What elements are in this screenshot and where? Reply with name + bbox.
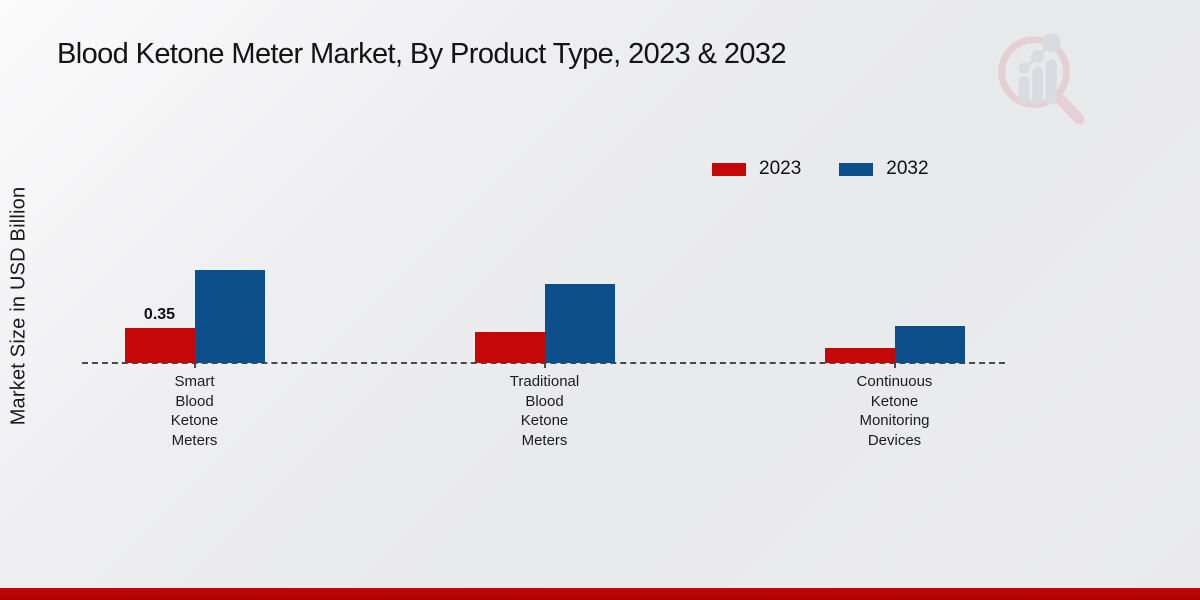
chart-title: Blood Ketone Meter Market, By Product Ty…: [57, 38, 787, 70]
market-research-logo-watermark: [998, 33, 1085, 124]
bar-2032-group3: [894, 326, 965, 363]
category-label-group1: Smart Blood Ketone Meters: [170, 373, 219, 449]
category-label-group3: Continuous Ketone Monitoring Devices: [856, 373, 933, 449]
x-axis-tick: [193, 363, 196, 368]
legend-swatch-2023: [712, 162, 746, 176]
x-axis-tick: [543, 363, 546, 368]
y-axis-label: Market Size in USD Billion: [7, 186, 30, 426]
bar-chart-glyph: [1018, 33, 1061, 105]
bottom-accent-bar: [0, 588, 1200, 600]
bar-2023-group1: [124, 328, 195, 363]
category-label-group2: Traditional Blood Ketone Meters: [509, 373, 580, 449]
bar-value-label: 0.35: [143, 306, 176, 323]
legend: 2023 2032: [712, 158, 929, 180]
legend-item-2032: 2032: [839, 158, 929, 180]
bar-2032-group1: [194, 270, 265, 363]
legend-label: 2032: [886, 158, 929, 179]
legend-item-2023: 2023: [712, 158, 801, 180]
legend-label: 2023: [759, 158, 802, 179]
bar-2023-group3: [824, 348, 895, 363]
magnifier-icon: [998, 36, 1085, 124]
x-axis-tick: [893, 363, 896, 368]
bar-2023-group2: [474, 332, 545, 363]
legend-swatch-2032: [839, 162, 874, 176]
bar-2032-group2: [544, 284, 615, 363]
